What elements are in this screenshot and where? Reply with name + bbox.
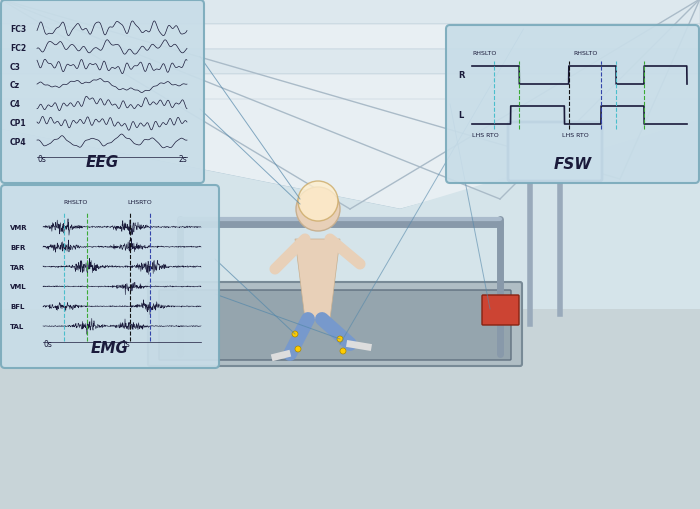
Text: CP4: CP4 [10,138,27,147]
Text: CP1: CP1 [10,119,27,128]
FancyBboxPatch shape [446,26,699,184]
Text: R: R [458,71,465,80]
FancyBboxPatch shape [159,291,511,360]
Text: L: L [458,111,463,120]
Text: TAR: TAR [10,264,25,270]
Text: FC2: FC2 [10,44,26,53]
Text: C4: C4 [10,100,21,109]
Polygon shape [295,240,340,319]
Text: 1s: 1s [121,340,130,348]
FancyBboxPatch shape [148,282,522,366]
Polygon shape [0,309,700,509]
Circle shape [295,346,301,352]
Text: FC3: FC3 [10,25,26,34]
Text: VMR: VMR [10,224,27,231]
FancyBboxPatch shape [1,1,204,184]
Text: LHSRTO: LHSRTO [128,200,153,205]
FancyBboxPatch shape [508,123,602,182]
Polygon shape [0,50,700,75]
Circle shape [298,182,338,221]
Text: EEG: EEG [86,155,119,169]
Polygon shape [0,120,700,309]
Text: FSW: FSW [554,157,592,172]
Text: RHSLTO: RHSLTO [573,51,597,56]
Text: 0s: 0s [43,340,52,348]
Polygon shape [0,0,700,210]
Text: C3: C3 [10,63,21,71]
Polygon shape [0,25,700,50]
Text: 0s: 0s [37,155,46,164]
Text: Cz: Cz [10,81,20,90]
Text: RHSLTO: RHSLTO [63,200,88,205]
Text: EMG: EMG [91,341,129,355]
FancyBboxPatch shape [1,186,219,369]
Text: BFR: BFR [10,244,25,250]
Text: TAL: TAL [10,323,25,329]
Circle shape [337,336,343,343]
Text: LHS RTO: LHS RTO [472,133,498,138]
Text: LHS RTO: LHS RTO [562,133,589,138]
Polygon shape [0,75,700,100]
Circle shape [296,188,340,232]
Circle shape [292,331,298,337]
Polygon shape [0,0,700,25]
Text: BFL: BFL [10,304,25,309]
Circle shape [340,348,346,354]
Text: RHSLTO: RHSLTO [472,51,496,56]
Text: 2s: 2s [178,155,187,164]
Text: VML: VML [10,284,27,290]
FancyBboxPatch shape [482,295,519,325]
